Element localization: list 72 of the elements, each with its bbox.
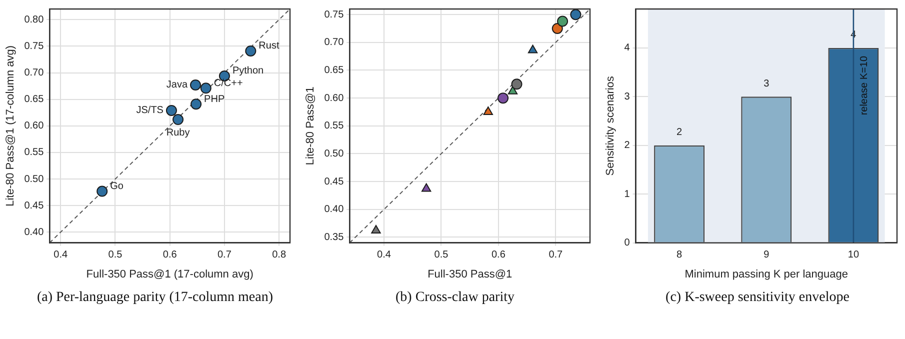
x-axis-title: Full-350 Pass@1 (17-column avg) xyxy=(86,268,254,280)
annotation: C/C++ xyxy=(214,78,243,89)
text: (b) Cross-claw parity xyxy=(394,290,516,307)
x-tick-label: 10 xyxy=(848,250,860,261)
y-tick-label: 0.75 xyxy=(324,9,344,20)
y-tick-label: 0 xyxy=(624,238,630,249)
point xyxy=(190,79,202,90)
y-tick-label: 0.70 xyxy=(324,37,344,48)
y-tick-label: 3 xyxy=(624,91,630,102)
y-tick-label: 0.60 xyxy=(24,120,44,132)
y-tick-label: 0.45 xyxy=(24,200,44,212)
y-tick-label: 0.75 xyxy=(24,40,44,52)
x-tick-label: 0.6 xyxy=(491,250,506,261)
point xyxy=(552,22,563,34)
y-tick-label: 0.40 xyxy=(324,204,344,216)
y-tick-label: 0.80 xyxy=(24,14,44,26)
y-tick-label: 0.65 xyxy=(24,94,44,106)
annotation: PHP xyxy=(204,94,225,105)
point xyxy=(172,114,184,126)
y-tick-label: 0.55 xyxy=(324,120,344,132)
text: (a) Per-language parity (17-column mean) xyxy=(36,290,274,307)
x-tick-label: 0.4 xyxy=(54,250,68,261)
text: (c) K-sweep sensitivity envelope xyxy=(664,290,850,307)
point xyxy=(200,82,212,94)
y-tick-label: 0.50 xyxy=(324,148,344,160)
point xyxy=(483,106,493,115)
y-tick-label: 0.40 xyxy=(24,226,44,238)
point xyxy=(422,183,432,192)
point xyxy=(190,98,202,110)
annotation: Python xyxy=(232,66,264,77)
y-tick-label: 0.65 xyxy=(324,64,344,76)
y-tick-label: 0.70 xyxy=(24,68,44,79)
y-tick-label: 0.60 xyxy=(324,92,344,104)
y-tick-label: 0.45 xyxy=(324,176,344,188)
y-tick-label: 0.50 xyxy=(24,174,44,185)
annotation: Rust xyxy=(258,40,280,52)
point xyxy=(508,86,518,94)
annotation: Java xyxy=(166,80,188,91)
point xyxy=(498,92,509,104)
x-tick-label: 0.7 xyxy=(218,250,232,261)
y-tick-label: 0.35 xyxy=(324,232,344,243)
x-tick-label: 9 xyxy=(764,250,770,261)
point xyxy=(245,45,256,56)
point xyxy=(166,104,177,116)
y-tick-label: 0.55 xyxy=(24,147,44,158)
x-tick-label: 0.8 xyxy=(272,250,286,261)
y-axis-title: Sensitivity scenarios xyxy=(604,76,617,176)
y-tick-label: 1 xyxy=(624,188,630,200)
point xyxy=(570,9,582,20)
x-tick-label: 0.6 xyxy=(162,250,178,261)
x-tick-label: 8 xyxy=(676,250,683,261)
data-label: 2 xyxy=(676,127,683,138)
x-tick-label: 0.5 xyxy=(108,250,123,261)
ref-line-label: release K=10 xyxy=(859,56,870,116)
x-axis-title: Minimum passing K per language xyxy=(684,268,848,280)
y-tick-label: 2 xyxy=(624,140,630,152)
annotation: Ruby xyxy=(166,127,190,138)
point xyxy=(557,16,568,27)
point xyxy=(528,44,538,54)
x-tick-label: 0.4 xyxy=(377,250,392,261)
y-axis-title: Lite-80 Pass@1 (17-column avg) xyxy=(4,45,17,206)
point xyxy=(371,225,381,234)
x-tick-label: 0.5 xyxy=(434,250,449,261)
y-axis-title: Lite-80 Pass@1 xyxy=(304,86,317,166)
annotation: JS/TS xyxy=(136,105,164,116)
x-tick-label: 0.7 xyxy=(548,250,564,261)
y-tick-label: 4 xyxy=(624,42,630,54)
point xyxy=(511,78,522,90)
data-label: 3 xyxy=(764,78,770,90)
x-axis-title: Full-350 Pass@1 xyxy=(428,268,512,280)
annotation: Go xyxy=(110,181,124,192)
point xyxy=(96,186,108,197)
